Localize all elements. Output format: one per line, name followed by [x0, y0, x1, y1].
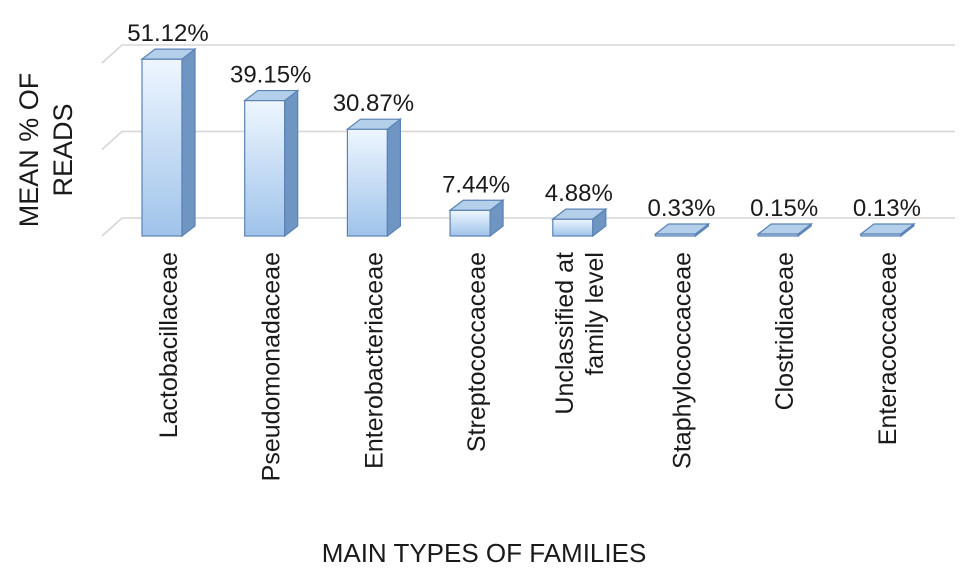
- bar-top: [859, 223, 916, 235]
- bar: [551, 207, 608, 238]
- category-labels: Lactobacillaceae Pseudomonadaceae Enteroba…: [155, 252, 902, 481]
- bar: [859, 222, 916, 238]
- y-axis-label: MEAN % OF READS: [14, 73, 78, 228]
- data-label: 4.88%: [545, 180, 613, 207]
- bar-side: [181, 47, 196, 238]
- bar-top: [551, 208, 608, 220]
- bar-top: [653, 223, 711, 235]
- gridline: [101, 44, 955, 64]
- bar-side: [386, 117, 401, 238]
- bar-top: [140, 48, 197, 60]
- gridline: [101, 217, 955, 237]
- bar-top: [345, 118, 403, 130]
- bars: [140, 47, 916, 238]
- bar-front: [552, 218, 594, 237]
- category-label: Staphylococcaceae: [669, 252, 697, 469]
- category-label: Enteracoccaceae: [874, 252, 902, 445]
- gridlines: [101, 44, 955, 237]
- data-labels: 51.12% 39.15% 30.87% 7.44% 4.88% 0.33% 0.15% 0.…: [127, 20, 921, 222]
- bar: [756, 222, 813, 238]
- bar: [448, 199, 505, 238]
- data-label: 39.15%: [230, 62, 311, 89]
- category-label: Lactobacillaceae: [155, 252, 183, 438]
- x-axis-title: MAIN TYPES OF FAMILIES: [322, 538, 647, 568]
- bar-top: [448, 199, 505, 211]
- category-label: Enterobacteriaceae: [360, 252, 388, 469]
- category-label: Pseudomonadaceae: [258, 252, 286, 481]
- category-label: Streptococcaceae: [463, 252, 491, 452]
- bar: [242, 89, 300, 238]
- bar: [653, 222, 711, 238]
- bar-top: [756, 223, 813, 235]
- data-label: 51.12%: [127, 20, 208, 47]
- category-label: Clostridiaceae: [771, 252, 799, 410]
- data-label: 30.87%: [333, 90, 414, 117]
- bar: [140, 47, 197, 238]
- gridline: [101, 130, 955, 151]
- bar-front: [244, 99, 286, 237]
- category-label: Unclassified atfamily level: [551, 252, 609, 415]
- bar-front: [346, 128, 388, 237]
- bar-front: [449, 209, 491, 237]
- data-label: 7.44%: [442, 171, 510, 198]
- data-label: 0.15%: [750, 195, 818, 222]
- bar-front: [141, 58, 183, 237]
- data-label: 0.33%: [647, 195, 715, 222]
- bar: [345, 117, 403, 238]
- data-label: 0.13%: [853, 195, 921, 222]
- bar-side: [284, 89, 299, 238]
- bar-top: [242, 89, 300, 102]
